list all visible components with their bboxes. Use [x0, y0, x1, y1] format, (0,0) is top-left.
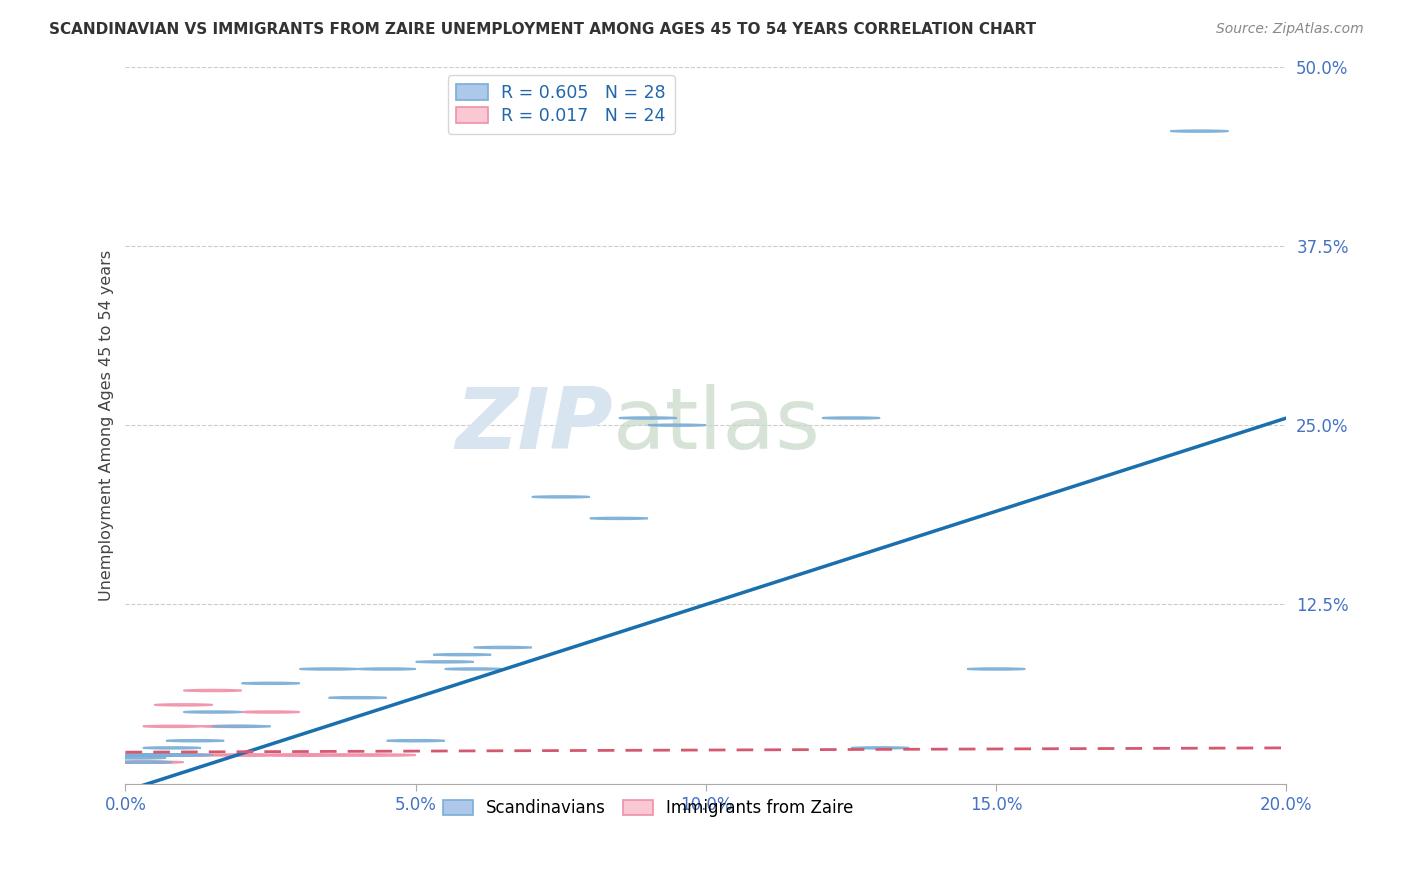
Ellipse shape: [474, 647, 531, 648]
Ellipse shape: [103, 754, 160, 756]
Text: Source: ZipAtlas.com: Source: ZipAtlas.com: [1216, 22, 1364, 37]
Ellipse shape: [967, 668, 1025, 670]
Ellipse shape: [125, 754, 184, 756]
Ellipse shape: [851, 747, 910, 748]
Ellipse shape: [155, 754, 212, 756]
Text: atlas: atlas: [613, 384, 821, 467]
Ellipse shape: [329, 754, 387, 756]
Ellipse shape: [270, 754, 329, 756]
Ellipse shape: [591, 517, 648, 519]
Ellipse shape: [242, 682, 299, 684]
Ellipse shape: [114, 761, 172, 764]
Ellipse shape: [299, 754, 357, 756]
Ellipse shape: [329, 697, 387, 698]
Ellipse shape: [387, 739, 444, 741]
Ellipse shape: [131, 754, 190, 756]
Ellipse shape: [823, 417, 880, 419]
Ellipse shape: [136, 754, 195, 756]
Ellipse shape: [242, 711, 299, 713]
Ellipse shape: [108, 761, 166, 764]
Ellipse shape: [125, 754, 184, 756]
Ellipse shape: [531, 496, 591, 498]
Ellipse shape: [357, 668, 416, 670]
Ellipse shape: [619, 417, 676, 419]
Ellipse shape: [143, 747, 201, 748]
Ellipse shape: [1170, 130, 1229, 132]
Ellipse shape: [143, 754, 201, 756]
Ellipse shape: [120, 754, 177, 756]
Ellipse shape: [648, 425, 706, 426]
Text: ZIP: ZIP: [456, 384, 613, 467]
Ellipse shape: [184, 711, 242, 713]
Ellipse shape: [444, 668, 503, 670]
Ellipse shape: [201, 725, 259, 727]
Ellipse shape: [114, 761, 172, 764]
Ellipse shape: [103, 754, 160, 756]
Ellipse shape: [155, 704, 212, 706]
Y-axis label: Unemployment Among Ages 45 to 54 years: Unemployment Among Ages 45 to 54 years: [100, 250, 114, 600]
Ellipse shape: [136, 754, 195, 756]
Ellipse shape: [224, 754, 283, 756]
Ellipse shape: [212, 754, 270, 756]
Legend: Scandinavians, Immigrants from Zaire: Scandinavians, Immigrants from Zaire: [434, 791, 862, 826]
Ellipse shape: [166, 754, 224, 756]
Ellipse shape: [184, 690, 242, 691]
Ellipse shape: [270, 754, 329, 756]
Ellipse shape: [108, 757, 166, 759]
Ellipse shape: [166, 739, 224, 741]
Text: SCANDINAVIAN VS IMMIGRANTS FROM ZAIRE UNEMPLOYMENT AMONG AGES 45 TO 54 YEARS COR: SCANDINAVIAN VS IMMIGRANTS FROM ZAIRE UN…: [49, 22, 1036, 37]
Ellipse shape: [149, 754, 207, 756]
Ellipse shape: [143, 725, 201, 727]
Ellipse shape: [299, 668, 357, 670]
Ellipse shape: [212, 725, 270, 727]
Ellipse shape: [108, 754, 166, 756]
Ellipse shape: [433, 654, 491, 656]
Ellipse shape: [131, 754, 190, 756]
Ellipse shape: [416, 661, 474, 663]
Ellipse shape: [125, 761, 184, 764]
Ellipse shape: [357, 754, 416, 756]
